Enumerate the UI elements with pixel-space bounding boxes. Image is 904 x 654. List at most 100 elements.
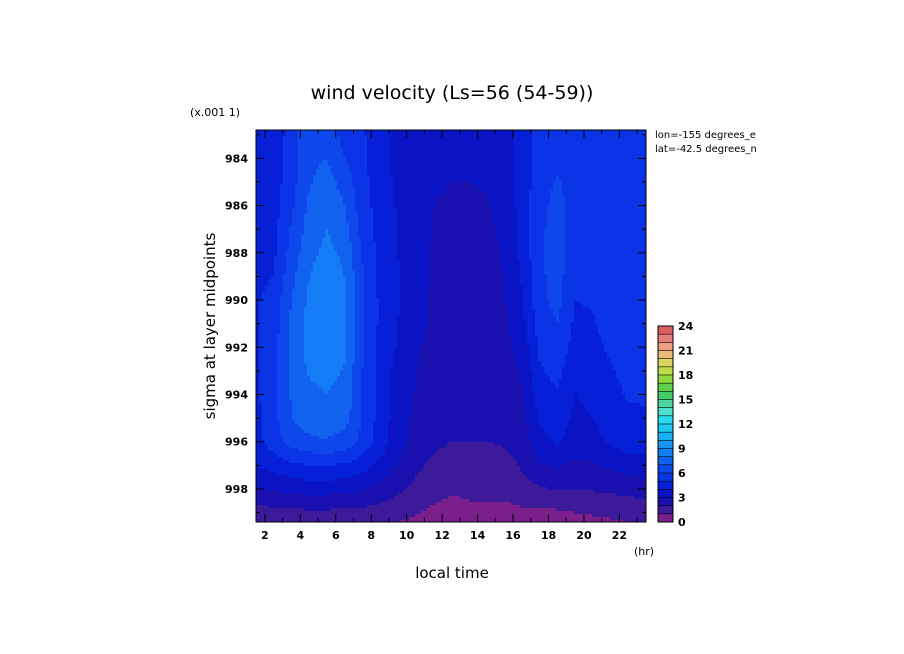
contour-cell bbox=[625, 172, 629, 176]
contour-cell bbox=[274, 169, 278, 173]
contour-cell bbox=[301, 145, 305, 149]
contour-cell bbox=[394, 190, 398, 194]
contour-cell bbox=[379, 166, 383, 170]
contour-cell bbox=[469, 169, 473, 173]
contour-cell bbox=[310, 214, 314, 218]
contour-cell bbox=[598, 223, 602, 227]
contour-cell bbox=[637, 154, 641, 158]
contour-cell bbox=[463, 217, 467, 221]
contour-cell bbox=[613, 160, 617, 164]
contour-cell bbox=[364, 175, 368, 179]
contour-cell bbox=[343, 145, 347, 149]
contour-cell bbox=[340, 184, 344, 188]
contour-cell bbox=[334, 160, 338, 164]
contour-cell bbox=[385, 160, 389, 164]
contour-cell bbox=[409, 154, 413, 158]
contour-cell bbox=[277, 217, 281, 221]
contour-cell bbox=[499, 154, 503, 158]
contour-cell bbox=[433, 169, 437, 173]
contour-cell bbox=[451, 145, 455, 149]
contour-cell bbox=[343, 166, 347, 170]
contour-cell bbox=[469, 226, 473, 230]
contour-cell bbox=[391, 205, 395, 209]
contour-cell bbox=[307, 223, 311, 227]
contour-cell bbox=[466, 136, 470, 140]
contour-cell bbox=[604, 154, 608, 158]
contour-cell bbox=[595, 157, 599, 161]
contour-cell bbox=[622, 169, 626, 173]
contour-cell bbox=[484, 217, 488, 221]
contour-cell bbox=[298, 226, 302, 230]
contour-cell bbox=[382, 184, 386, 188]
contour-cell bbox=[382, 181, 386, 185]
contour-cell bbox=[457, 175, 461, 179]
contour-cell bbox=[532, 136, 536, 140]
contour-cell bbox=[355, 130, 359, 134]
contour-cell bbox=[277, 202, 281, 206]
contour-cell bbox=[514, 211, 518, 215]
contour-cell bbox=[601, 178, 605, 182]
contour-cell bbox=[637, 175, 641, 179]
contour-cell bbox=[601, 199, 605, 203]
contour-cell bbox=[478, 226, 482, 230]
contour-cell bbox=[484, 160, 488, 164]
contour-cell bbox=[634, 214, 638, 218]
contour-cell bbox=[325, 157, 329, 161]
contour-cell bbox=[409, 145, 413, 149]
contour-cell bbox=[289, 184, 293, 188]
contour-cell bbox=[514, 151, 518, 155]
contour-cell bbox=[598, 187, 602, 191]
contour-cell bbox=[526, 136, 530, 140]
contour-cell bbox=[274, 187, 278, 191]
contour-cell bbox=[340, 190, 344, 194]
contour-cell bbox=[358, 133, 362, 137]
contour-cell bbox=[436, 139, 440, 143]
contour-cell bbox=[268, 154, 272, 158]
contour-cell bbox=[466, 193, 470, 197]
contour-cell bbox=[463, 142, 467, 146]
contour-cell bbox=[451, 178, 455, 182]
contour-cell bbox=[280, 163, 284, 167]
contour-cell bbox=[418, 181, 422, 185]
contour-cell bbox=[595, 154, 599, 158]
contour-cell bbox=[505, 223, 509, 227]
contour-cell bbox=[292, 220, 296, 224]
contour-cell bbox=[577, 145, 581, 149]
contour-cell bbox=[430, 202, 434, 206]
contour-cell bbox=[400, 193, 404, 197]
contour-cell bbox=[493, 151, 497, 155]
contour-cell bbox=[340, 169, 344, 173]
contour-cell bbox=[382, 151, 386, 155]
contour-cell bbox=[388, 214, 392, 218]
contour-cell bbox=[397, 148, 401, 152]
contour-cell bbox=[517, 181, 521, 185]
contour-cell bbox=[286, 151, 290, 155]
contour-cell bbox=[337, 169, 341, 173]
contour-cell bbox=[565, 130, 569, 134]
contour-cell bbox=[637, 214, 641, 218]
contour-cell bbox=[481, 160, 485, 164]
contour-cell bbox=[484, 163, 488, 167]
contour-cell bbox=[610, 139, 614, 143]
contour-cell bbox=[304, 190, 308, 194]
contour-cell bbox=[499, 148, 503, 152]
contour-cell bbox=[352, 166, 356, 170]
contour-cell bbox=[304, 223, 308, 227]
contour-cell bbox=[361, 214, 365, 218]
contour-cell bbox=[502, 226, 506, 230]
contour-cell bbox=[448, 226, 452, 230]
contour-cell bbox=[550, 130, 554, 134]
contour-cell bbox=[412, 163, 416, 167]
contour-cell bbox=[307, 148, 311, 152]
contour-cell bbox=[619, 130, 623, 134]
contour-cell bbox=[631, 163, 635, 167]
contour-cell bbox=[313, 130, 317, 134]
contour-cell bbox=[289, 196, 293, 200]
contour-cell bbox=[508, 181, 512, 185]
contour-cell bbox=[439, 181, 443, 185]
contour-cell bbox=[478, 214, 482, 218]
contour-cell bbox=[340, 199, 344, 203]
contour-cell bbox=[574, 220, 578, 224]
contour-cell bbox=[517, 205, 521, 209]
contour-cell bbox=[538, 208, 542, 212]
